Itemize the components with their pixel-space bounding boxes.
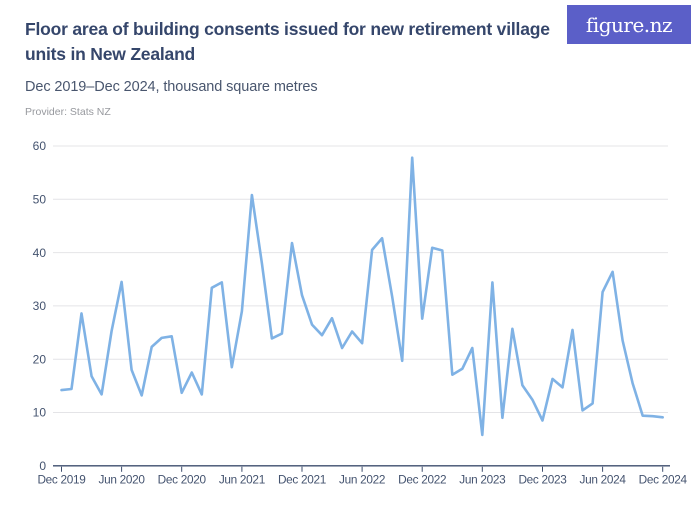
- x-tick-label: Jun 2023: [459, 473, 506, 487]
- figurenz-logo[interactable]: figure.nz: [567, 5, 691, 44]
- figurenz-logo-text: figure.nz: [585, 12, 673, 37]
- x-tick-label: Dec 2020: [158, 473, 207, 487]
- x-tick-label: Dec 2023: [518, 473, 567, 487]
- y-tick-label: 10: [33, 406, 47, 420]
- x-tick-label: Dec 2024: [639, 473, 688, 487]
- x-tick-label: Jun 2020: [99, 473, 146, 487]
- y-tick-label: 50: [33, 193, 47, 207]
- data-line[interactable]: [60, 156, 665, 437]
- x-tick-label: Jun 2022: [339, 473, 385, 487]
- x-tick-label: Jun 2024: [580, 473, 627, 487]
- y-tick-label: 0: [39, 459, 46, 473]
- y-tick-label: 20: [33, 352, 47, 366]
- y-tick-label: 60: [33, 139, 47, 153]
- provider-label: Provider: Stats NZ: [25, 106, 111, 118]
- x-tick-label: Dec 2022: [398, 473, 446, 487]
- x-tick-label: Dec 2021: [278, 473, 326, 487]
- page-title: Floor area of building consents issued f…: [25, 19, 550, 64]
- page-subtitle: Dec 2019–Dec 2024, thousand square metre…: [25, 79, 318, 95]
- x-tick-label: Dec 2019: [37, 473, 85, 487]
- y-tick-label: 30: [33, 299, 47, 313]
- y-tick-label: 40: [33, 246, 47, 260]
- x-tick-label: Jun 2021: [219, 473, 265, 487]
